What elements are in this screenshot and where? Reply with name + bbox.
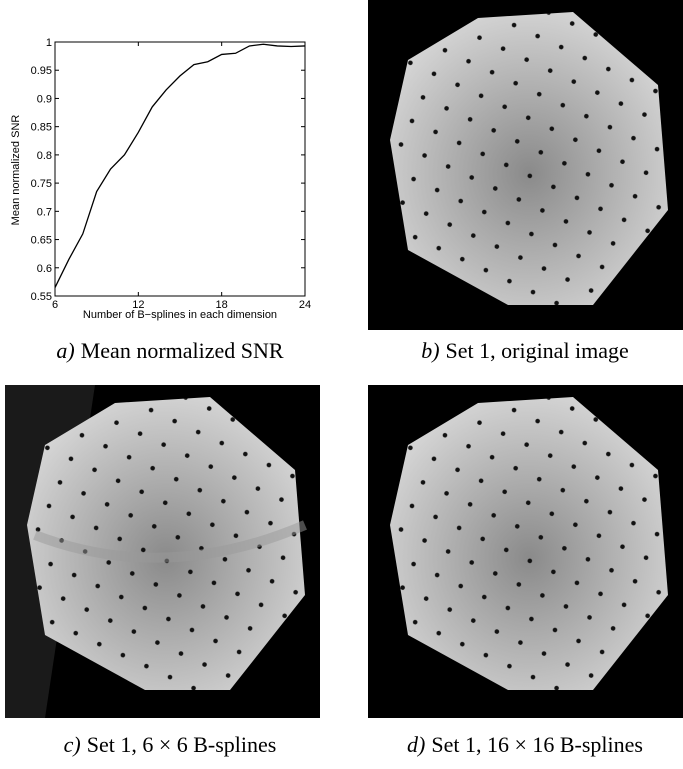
- plot-frame: [54, 41, 306, 297]
- x-axis-label: Number of B−splines in each dimension: [83, 309, 277, 321]
- caption-label: b): [421, 338, 440, 363]
- image-16x16: [368, 385, 683, 718]
- caption: d) Set 1, 16 × 16 B-splines: [355, 732, 683, 758]
- image-original: [368, 0, 683, 330]
- x-tick-label: 24: [299, 299, 311, 311]
- caption-text: Mean normalized SNR: [80, 338, 284, 363]
- image-6x6: [5, 385, 320, 718]
- y-tick-label: 0.95: [31, 65, 52, 77]
- y-tick-label: 0.65: [31, 235, 52, 247]
- caption-label: c): [63, 732, 81, 757]
- y-tick-label: 0.9: [37, 93, 52, 105]
- caption-text: Set 1, original image: [445, 338, 629, 363]
- caption: b) Set 1, original image: [355, 338, 683, 364]
- y-tick-label: 0.8: [37, 150, 52, 162]
- chart: Number of B−splines in each dimension Me…: [10, 37, 311, 321]
- caption-label: a): [56, 338, 75, 363]
- y-tick-label: 0.75: [31, 178, 52, 190]
- y-tick-label: 0.55: [31, 291, 52, 303]
- y-tick-label: 0.85: [31, 122, 52, 134]
- caption-label: d): [407, 732, 426, 757]
- caption-text: Set 1, 16 × 16 B-splines: [431, 732, 643, 757]
- caption-text: Set 1, 6 × 6 B-splines: [86, 732, 277, 757]
- y-axis-label: Mean normalized SNR: [10, 115, 22, 226]
- x-tick-label: 6: [52, 299, 58, 311]
- caption: c) Set 1, 6 × 6 B-splines: [0, 732, 340, 758]
- y-tick-label: 0.6: [37, 263, 52, 275]
- y-tick-label: 1: [46, 37, 52, 49]
- caption: a) Mean normalized SNR: [0, 338, 340, 364]
- y-tick-label: 0.7: [37, 206, 52, 218]
- line: [54, 43, 306, 288]
- x-tick-label: 18: [216, 299, 228, 311]
- x-tick-label: 12: [132, 299, 144, 311]
